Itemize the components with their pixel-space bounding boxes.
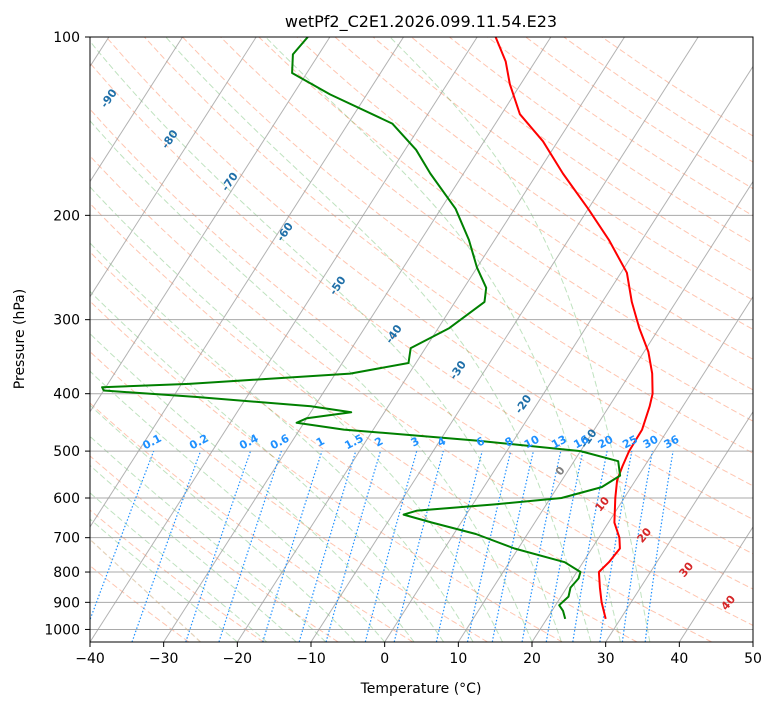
x-tick-label: −20	[223, 651, 253, 667]
y-tick-label: 300	[53, 313, 80, 329]
x-tick-label: −10	[296, 651, 326, 667]
isotherm-line	[90, 37, 477, 642]
dry-adiabat-line	[0, 37, 637, 642]
isotherm-label: -50	[327, 274, 349, 298]
mixing-ratio-label: 1	[314, 434, 327, 449]
y-tick-label: 700	[53, 531, 80, 547]
moist-adiabat-line	[50, 73, 532, 642]
dry-adiabat-line	[106, 37, 775, 642]
isotherm-line	[385, 37, 772, 642]
mixing-ratio-line	[522, 451, 561, 642]
isotherm-label: -100	[33, 44, 60, 74]
x-tick-label: 40	[670, 651, 688, 667]
mixing-ratio-label: 0.2	[187, 432, 210, 453]
moist-adiabat-line	[0, 302, 267, 642]
y-tick-label: 100	[53, 30, 80, 46]
profile-series	[102, 37, 653, 619]
x-tick-label: 0	[380, 651, 389, 667]
y-tick-label: 1000	[44, 622, 80, 638]
dry-adiabat-line	[221, 37, 775, 642]
mixing-ratio-label: 30	[641, 433, 661, 452]
y-tick-label: 400	[53, 387, 80, 403]
mixing-ratio-label: 1.5	[342, 432, 365, 453]
isotherm-line	[16, 37, 403, 642]
mixing-ratio-label: 2	[372, 434, 385, 449]
moist-adiabat-line	[87, 37, 562, 642]
dry-adiabat-line	[335, 37, 775, 642]
mixing-ratio-label: 4	[435, 434, 448, 449]
y-tick-label: 900	[53, 595, 80, 611]
dry-adiabat-line	[0, 37, 488, 642]
x-tick-label: −30	[149, 651, 179, 667]
x-tick-label: 20	[523, 651, 541, 667]
dry-adiabat-label: 10	[592, 494, 612, 514]
isotherm-line	[0, 37, 330, 642]
mixing-ratio-line	[186, 451, 251, 642]
mixing-ratio-line	[263, 451, 322, 642]
isotherm-label: -80	[159, 127, 181, 151]
y-tick-label: 200	[53, 208, 80, 224]
dry-adiabat-line	[0, 37, 413, 642]
dry-adiabat-label: 30	[676, 559, 696, 579]
x-tick-label: −40	[75, 651, 105, 667]
x-tick-label: 10	[449, 651, 467, 667]
isotherm-label: -60	[274, 220, 296, 244]
dry-adiabat-line	[373, 37, 775, 642]
mixing-ratio-line	[132, 451, 201, 642]
isotherm-line	[164, 37, 551, 642]
mixing-ratio-line	[573, 451, 607, 642]
mixing-ratio-line	[394, 451, 443, 642]
moist-adiabat-line	[0, 268, 326, 642]
mixing-ratio-line	[645, 451, 673, 642]
isotherm-label: -70	[219, 170, 241, 194]
y-tick-label: 600	[53, 491, 80, 507]
plot-frame	[90, 37, 753, 642]
isotherm-line	[753, 37, 775, 642]
dry-adiabat-line	[411, 37, 775, 642]
y-tick-label: 800	[53, 565, 80, 581]
y-tick-label: 500	[53, 444, 80, 460]
isotherm-line	[606, 37, 775, 642]
x-axis-label: Temperature (°C)	[360, 681, 482, 697]
mixing-ratio-label: 0.1	[140, 432, 163, 453]
isotherm-label: -30	[447, 358, 469, 382]
mixing-ratio-label: 0.4	[237, 432, 261, 453]
x-tick-label: 30	[597, 651, 615, 667]
dry-adiabat-line	[68, 37, 775, 642]
dry-adiabat-line	[0, 37, 189, 642]
y-axis-label: Pressure (hPa)	[12, 289, 28, 389]
isotherm-line	[532, 37, 775, 642]
isotherm-label: -90	[98, 86, 120, 110]
isotherm-line	[311, 37, 698, 642]
dry-adiabat-label: 20	[634, 525, 654, 545]
x-tick-label: 50	[744, 651, 762, 667]
isotherm-line	[237, 37, 624, 642]
dewpoint-profile-line	[102, 37, 620, 619]
mixing-ratio-label: 10	[522, 433, 542, 452]
dry-adiabat-line	[564, 37, 775, 642]
isotherm-line	[679, 37, 775, 642]
mixing-ratio-line	[436, 451, 482, 642]
chart-title: wetPf2_C2E1.2026.099.11.54.E23	[285, 12, 557, 32]
isotherm-line	[0, 37, 256, 642]
mixing-ratio-label: 0.6	[268, 432, 292, 453]
mixing-ratio-label: 8	[503, 434, 516, 449]
mixing-ratio-line	[219, 451, 281, 642]
